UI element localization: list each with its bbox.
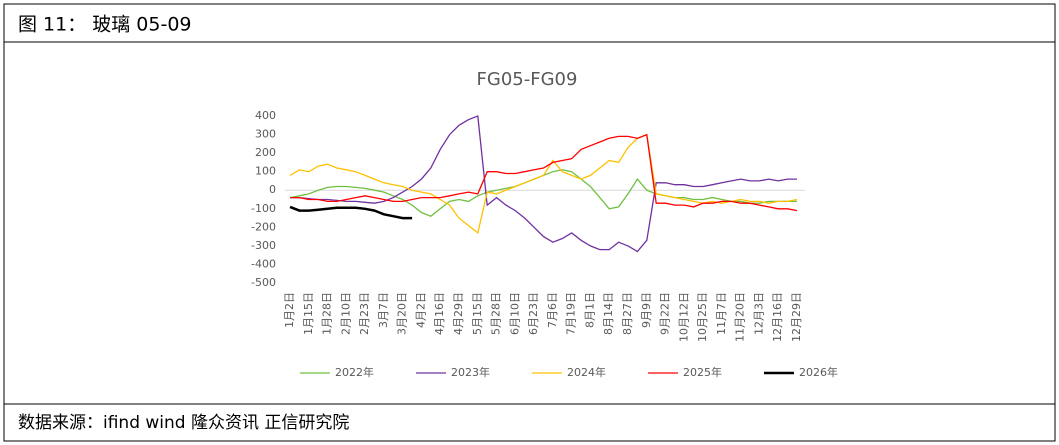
x-tick-label: 11月20日 [734, 292, 747, 342]
y-tick-label: -100 [251, 202, 276, 215]
x-tick-label: 4月16日 [433, 292, 446, 335]
y-tick-label: -500 [251, 276, 276, 289]
y-tick-label: -300 [251, 239, 276, 252]
header-title: 图 11： 玻璃 05-09 [18, 14, 192, 36]
x-tick-label: 10月25日 [696, 292, 709, 342]
x-tick-label: 6月10日 [508, 292, 521, 335]
y-tick-label: 200 [255, 146, 276, 159]
x-tick-label: 9月9日 [640, 292, 653, 328]
x-tick-label: 8月1日 [583, 292, 596, 328]
chart-title: FG05-FG09 [477, 69, 578, 90]
x-tick-label: 12月16日 [771, 292, 784, 342]
x-tick-label: 5月28日 [490, 292, 503, 335]
series-line [289, 205, 413, 220]
x-tick-label: 7月6日 [546, 292, 559, 328]
y-tick-label: -200 [251, 220, 276, 233]
series-line [290, 115, 797, 253]
y-tick-label: -400 [251, 257, 276, 270]
x-tick-label: 2月10日 [339, 292, 352, 335]
x-tick-label: 7月19日 [565, 292, 578, 335]
x-tick-label: 8月27日 [621, 292, 634, 335]
legend-label: 2026年 [799, 365, 838, 379]
x-tick-label: 1月28日 [321, 292, 334, 335]
x-tick-label: 6月23日 [527, 292, 540, 335]
y-tick-label: 400 [255, 109, 276, 122]
x-tick-label: 1月2日 [283, 292, 296, 328]
x-tick-label: 4月29日 [452, 292, 465, 335]
footer-source: 数据来源：ifind wind 隆众资讯 正信研究院 [18, 413, 349, 433]
x-tick-label: 1月15日 [302, 292, 315, 335]
legend-label: 2023年 [451, 365, 490, 379]
legend-label: 2022年 [335, 365, 374, 379]
x-tick-label: 12月3日 [752, 292, 765, 335]
x-tick-label: 5月15日 [471, 292, 484, 335]
y-tick-label: 300 [255, 128, 276, 141]
x-tick-label: 11月7日 [715, 292, 728, 335]
frame [3, 3, 1056, 442]
series-line [289, 133, 798, 235]
legend-label: 2024年 [567, 365, 606, 379]
x-tick-label: 2月23日 [358, 292, 371, 335]
x-tick-label: 3月20日 [396, 292, 409, 335]
x-tick-label: 8月14日 [602, 292, 615, 335]
x-tick-label: 4月2日 [414, 292, 427, 328]
y-tick-label: 100 [255, 165, 276, 178]
x-tick-label: 12月29日 [790, 292, 803, 342]
legend-label: 2025年 [683, 365, 722, 379]
x-tick-label: 3月7日 [377, 292, 390, 328]
x-tick-label: 9月22日 [659, 292, 672, 335]
series-line [290, 133, 798, 212]
x-tick-label: 10月12日 [677, 292, 690, 342]
y-tick-label: 0 [269, 183, 276, 196]
